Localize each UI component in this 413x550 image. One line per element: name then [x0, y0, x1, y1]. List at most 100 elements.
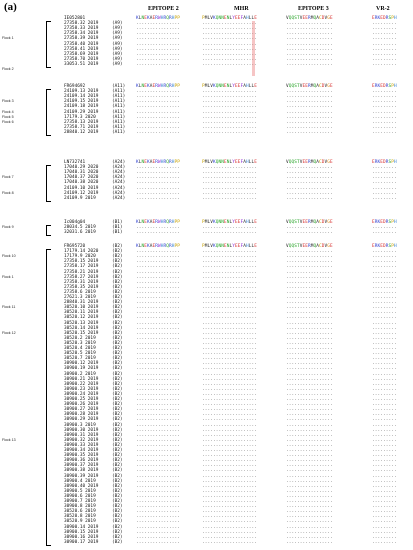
seq-epitope3: ................. [286, 376, 333, 382]
flock-label: Flock 11 [2, 305, 16, 310]
seq-vr2: ......... [372, 397, 397, 402]
seq-epitope3: ................. [286, 493, 333, 499]
sequence-row-label: 30520.14 2019 [64, 325, 99, 331]
seq-epitope2: ................ [136, 225, 180, 231]
seq-epitope2: ................ [136, 499, 180, 504]
seq-epitope3: VQQSTVEERMQACDVGE [286, 220, 333, 225]
sequence-row-tag: (A24) [112, 190, 126, 196]
sequence-row-tag: (B2) [112, 488, 123, 494]
seq-epitope3: ................. [286, 305, 333, 311]
seq-mhr: .................... [202, 259, 257, 265]
sequence-row-tag: (B2) [112, 300, 123, 306]
sequence-row-label: 17040.31 2020 [64, 170, 99, 176]
seq-mhr: .................... [202, 397, 257, 402]
seq-epitope2: ................ [136, 315, 180, 321]
sequence-row-tag: (B2) [112, 244, 123, 249]
seq-vr2: ......... [372, 504, 397, 510]
seq-epitope2: ................ [136, 458, 180, 464]
sequence-row-label: 28034.5 2019 [64, 225, 96, 231]
seq-mhr: .................... [202, 114, 257, 120]
sequence-row-label: 30520.11 2019 [64, 310, 99, 316]
seq-vr2: ERKEDRSPH [372, 220, 397, 225]
seq-epitope2: ................ [136, 259, 180, 265]
sequence-row-label: 30900.21 2019 [64, 376, 99, 382]
sequence-row-tag: (B2) [112, 346, 123, 351]
flock-label: Flock 1 [2, 274, 14, 279]
sequence-row-label: 30900.17 2019 [64, 539, 99, 545]
sequence-row-tag: (A11) [112, 99, 126, 105]
sequence-row-tag: (B2) [112, 254, 123, 260]
seq-epitope3: ................. [286, 190, 333, 196]
flock-label: Flock 8 [2, 190, 14, 195]
seq-epitope3: ................. [286, 185, 333, 191]
sequence-row-tag: (B2) [112, 289, 123, 295]
seq-epitope2: ................ [136, 356, 180, 362]
flock-label: Flock 9 [2, 225, 14, 230]
seq-epitope3: ................. [286, 330, 333, 336]
seq-epitope3: ................. [286, 289, 333, 295]
sequence-row-label: 30900.33 2019 [64, 442, 99, 448]
seq-mhr: .................... [202, 190, 257, 196]
seq-vr2: ......... [372, 31, 397, 37]
seq-epitope3: ................. [286, 109, 333, 115]
seq-vr2: ......... [372, 61, 397, 67]
sequence-row-label: 30520.8 2019 [64, 514, 96, 520]
sequence-row-tag: (B2) [112, 264, 123, 270]
seq-mhr: PMLVKQNNENLYEEFAHLLE [202, 244, 257, 249]
sequence-row-label: 17179.9 2020 [64, 254, 96, 260]
sequence-row-tag: (A24) [112, 175, 126, 181]
seq-epitope3: ................. [286, 225, 333, 231]
flock-label: Flock 5 [2, 114, 14, 119]
seq-epitope2: ................ [136, 46, 180, 52]
seq-epitope2: ................ [136, 170, 180, 176]
seq-epitope3: VQQSTVEERMQACDVGE [286, 160, 333, 165]
seq-epitope2: ................ [136, 320, 180, 326]
seq-mhr: .................... [202, 330, 257, 336]
seq-epitope2: ................ [136, 376, 180, 382]
seq-epitope3: ................. [286, 397, 333, 402]
seq-epitope3: ................. [286, 279, 333, 285]
seq-epitope2: ................ [136, 468, 180, 474]
flock-label: Flock 3 [2, 99, 14, 104]
sequence-row-tag: (B2) [112, 295, 123, 300]
seq-mhr: .................... [202, 483, 257, 489]
sequence-row-tag: (B2) [112, 376, 123, 382]
sequence-row-label: 30900.25 2019 [64, 397, 99, 402]
sequence-row-label: 30520.6 2019 [64, 509, 96, 515]
sequence-row-label: 27621.3 2019 [64, 295, 96, 300]
sequence-row-label: 33053.51 2019 [64, 61, 99, 67]
seq-epitope2: ................ [136, 488, 180, 494]
sequence-row-tag: (B2) [112, 269, 123, 275]
seq-vr2: ......... [372, 519, 397, 525]
seq-epitope2: ................ [136, 330, 180, 336]
sequence-row-label: 27358.35 2019 [64, 284, 99, 290]
seq-vr2: ......... [372, 386, 397, 392]
seq-epitope3: ................. [286, 114, 333, 120]
sequence-row-label: 30900.37 2019 [64, 463, 99, 469]
sequence-row-label: 17179.14 2020 [64, 249, 99, 255]
seq-epitope2: ................ [136, 366, 180, 372]
sequence-row-label: 24109.10 2019 [64, 185, 99, 191]
sequence-row-tag: (A24) [112, 185, 126, 191]
seq-mhr: .................... [202, 509, 257, 515]
seq-mhr: .................... [202, 36, 257, 42]
seq-vr2: ......... [372, 225, 397, 231]
seq-mhr: .................... [202, 493, 257, 499]
seq-epitope3: ................. [286, 41, 333, 47]
seq-mhr: .................... [202, 165, 257, 171]
sequence-row-label: 27358.34 2019 [64, 31, 99, 37]
flock-bracket [46, 225, 51, 237]
seq-vr2: ......... [372, 185, 397, 191]
seq-vr2: ......... [372, 46, 397, 52]
seq-vr2: ......... [372, 371, 397, 377]
seq-epitope3: ................. [286, 259, 333, 265]
sequence-row-tag: (B2) [112, 259, 123, 265]
seq-vr2: ......... [372, 325, 397, 331]
seq-epitope3: VQQSTVEERMQACDVGE [286, 84, 333, 89]
seq-epitope3: ................. [286, 94, 333, 100]
sequence-row-tag: (A9) [112, 21, 123, 27]
flock-bracket [46, 89, 51, 136]
sequence-row-tag: (A11) [112, 104, 126, 110]
seq-epitope2: ................ [136, 31, 180, 37]
sequence-row-label: 30900.28 2019 [64, 412, 99, 418]
